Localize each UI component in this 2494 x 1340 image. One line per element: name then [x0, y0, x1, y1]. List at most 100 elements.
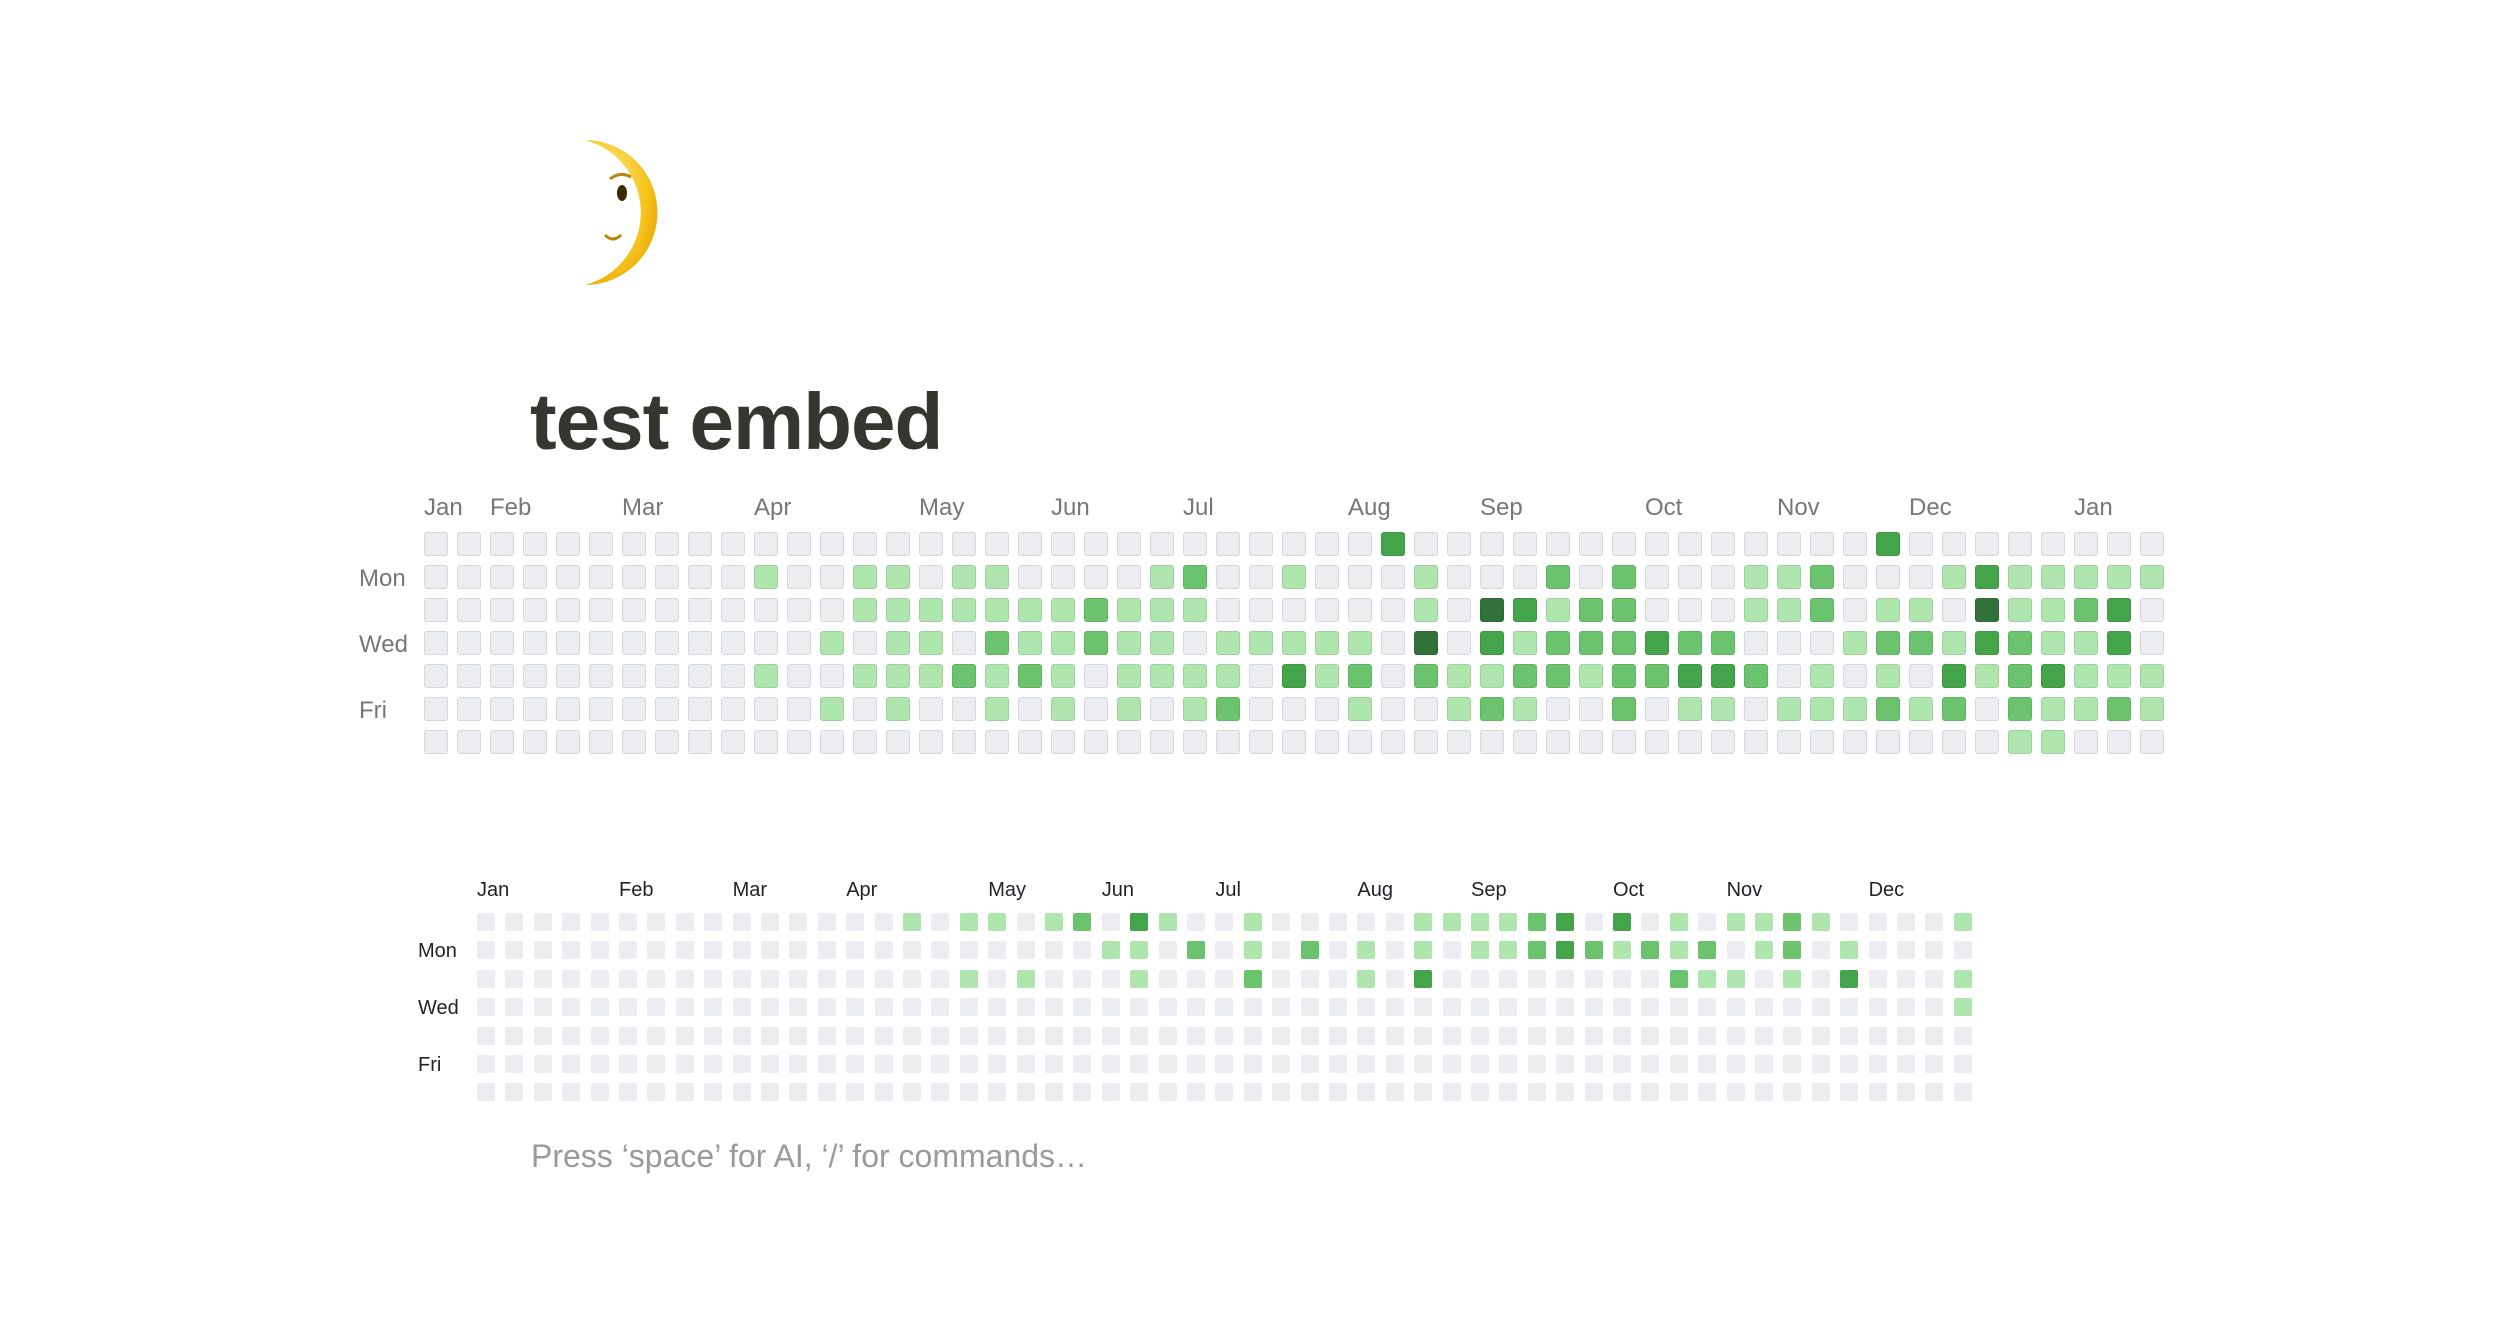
heatmap-cell[interactable]: [1480, 664, 1504, 688]
heatmap-cell[interactable]: [1385, 941, 1404, 960]
heatmap-cell[interactable]: [505, 1026, 524, 1045]
heatmap-cell[interactable]: [457, 697, 481, 721]
heatmap-cell[interactable]: [688, 565, 712, 589]
heatmap-cell[interactable]: [1187, 941, 1205, 960]
heatmap-cell[interactable]: [820, 631, 844, 655]
heatmap-cell[interactable]: [1556, 941, 1575, 960]
heatmap-cell[interactable]: [1051, 730, 1075, 754]
heatmap-cell[interactable]: [761, 998, 779, 1017]
heatmap-cell[interactable]: [1073, 969, 1092, 988]
heatmap-cell[interactable]: [1117, 565, 1141, 589]
heatmap-cell[interactable]: [1357, 1055, 1376, 1073]
heatmap-cell[interactable]: [1645, 598, 1669, 622]
heatmap-cell[interactable]: [1669, 969, 1688, 988]
heatmap-cell[interactable]: [1678, 664, 1702, 688]
heatmap-cell[interactable]: [1414, 697, 1438, 721]
heatmap-cell[interactable]: [931, 969, 950, 988]
heatmap-cell[interactable]: [1579, 532, 1603, 556]
heatmap-cell[interactable]: [457, 730, 481, 754]
heatmap-cell[interactable]: [1755, 941, 1773, 960]
heatmap-cell[interactable]: [1777, 598, 1801, 622]
heatmap-cell[interactable]: [1744, 697, 1768, 721]
heatmap-cell[interactable]: [1909, 697, 1933, 721]
heatmap-cell[interactable]: [424, 598, 448, 622]
heatmap-cell[interactable]: [457, 532, 481, 556]
heatmap-cell[interactable]: [2074, 598, 2098, 622]
heatmap-cell[interactable]: [1953, 913, 1972, 931]
heatmap-cell[interactable]: [1348, 598, 1372, 622]
heatmap-cell[interactable]: [1909, 631, 1933, 655]
heatmap-cell[interactable]: [1243, 1055, 1262, 1073]
heatmap-cell[interactable]: [1810, 697, 1834, 721]
heatmap-cell[interactable]: [1843, 532, 1867, 556]
heatmap-cell[interactable]: [1897, 998, 1915, 1017]
heatmap-cell[interactable]: [1975, 598, 1999, 622]
heatmap-cell[interactable]: [1158, 998, 1177, 1017]
heatmap-cell[interactable]: [1579, 730, 1603, 754]
heatmap-cell[interactable]: [1876, 664, 1900, 688]
heatmap-cell[interactable]: [675, 941, 694, 960]
heatmap-cell[interactable]: [1612, 631, 1636, 655]
heatmap-cell[interactable]: [457, 598, 481, 622]
heatmap-cell[interactable]: [919, 664, 943, 688]
heatmap-cell[interactable]: [789, 969, 808, 988]
heatmap-cell[interactable]: [655, 598, 679, 622]
heatmap-cell[interactable]: [787, 697, 811, 721]
heatmap-cell[interactable]: [846, 941, 865, 960]
heatmap-cell[interactable]: [675, 1055, 694, 1073]
heatmap-cell[interactable]: [523, 664, 547, 688]
heatmap-cell[interactable]: [1527, 1055, 1546, 1073]
heatmap-cell[interactable]: [1811, 969, 1830, 988]
heatmap-cell[interactable]: [590, 913, 609, 931]
heatmap-cell[interactable]: [1282, 631, 1306, 655]
heatmap-cell[interactable]: [1187, 1083, 1205, 1102]
heatmap-cell[interactable]: [1016, 1055, 1035, 1073]
heatmap-cell[interactable]: [1777, 697, 1801, 721]
heatmap-cell[interactable]: [1018, 697, 1042, 721]
heatmap-cell[interactable]: [1513, 697, 1537, 721]
heatmap-cell[interactable]: [1150, 697, 1174, 721]
heatmap-cell[interactable]: [1300, 1026, 1319, 1045]
heatmap-cell[interactable]: [688, 664, 712, 688]
heatmap-cell[interactable]: [655, 532, 679, 556]
heatmap-cell[interactable]: [787, 631, 811, 655]
heatmap-cell[interactable]: [1556, 1055, 1575, 1073]
heatmap-cell[interactable]: [1579, 631, 1603, 655]
heatmap-cell[interactable]: [1243, 1083, 1262, 1102]
heatmap-cell[interactable]: [761, 913, 779, 931]
heatmap-cell[interactable]: [1726, 913, 1745, 931]
heatmap-cell[interactable]: [1315, 532, 1339, 556]
heatmap-cell[interactable]: [1811, 1055, 1830, 1073]
heatmap-cell[interactable]: [1726, 1026, 1745, 1045]
heatmap-cell[interactable]: [761, 969, 779, 988]
heatmap-cell[interactable]: [1183, 730, 1207, 754]
heatmap-cell[interactable]: [1868, 941, 1887, 960]
heatmap-cell[interactable]: [675, 1083, 694, 1102]
heatmap-cell[interactable]: [1101, 998, 1120, 1017]
heatmap-cell[interactable]: [903, 1083, 921, 1102]
heatmap-cell[interactable]: [1840, 998, 1859, 1017]
heatmap-cell[interactable]: [1101, 1083, 1120, 1102]
heatmap-cell[interactable]: [1158, 941, 1177, 960]
heatmap-cell[interactable]: [761, 1026, 779, 1045]
heatmap-cell[interactable]: [903, 1055, 921, 1073]
heatmap-cell[interactable]: [2107, 631, 2131, 655]
heatmap-cell[interactable]: [1975, 631, 1999, 655]
heatmap-cell[interactable]: [655, 730, 679, 754]
heatmap-cell[interactable]: [1480, 532, 1504, 556]
heatmap-cell[interactable]: [704, 913, 723, 931]
heatmap-cell[interactable]: [952, 598, 976, 622]
heatmap-cell[interactable]: [1018, 598, 1042, 622]
heatmap-cell[interactable]: [1480, 631, 1504, 655]
heatmap-cell[interactable]: [505, 1083, 524, 1102]
heatmap-cell[interactable]: [556, 631, 580, 655]
heatmap-cell[interactable]: [1315, 697, 1339, 721]
heatmap-cell[interactable]: [1613, 1055, 1631, 1073]
heatmap-cell[interactable]: [1783, 1026, 1802, 1045]
heatmap-cell[interactable]: [846, 969, 865, 988]
heatmap-cell[interactable]: [1051, 565, 1075, 589]
heatmap-cell[interactable]: [1414, 664, 1438, 688]
heatmap-cell[interactable]: [1811, 1083, 1830, 1102]
heatmap-cell[interactable]: [1130, 1083, 1149, 1102]
heatmap-cell[interactable]: [1348, 631, 1372, 655]
